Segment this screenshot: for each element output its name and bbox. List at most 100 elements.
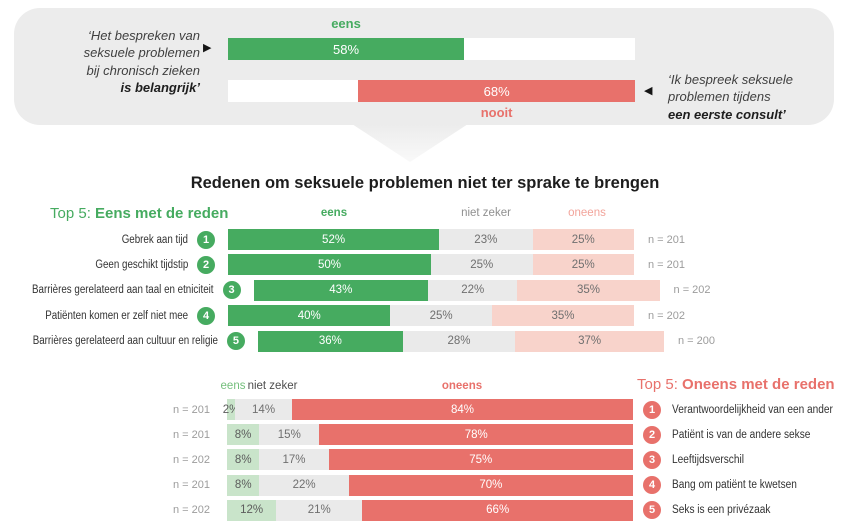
segment-eens: 8% xyxy=(227,449,260,471)
reason-label: Leeftijdsverschil xyxy=(672,453,745,466)
segment-oneens: 70% xyxy=(348,474,633,496)
stacked-bar: 52% 23% 25% xyxy=(228,229,634,250)
quote-right-line: problemen tijdens xyxy=(668,89,771,105)
agree-section-title: Top 5: Eens met de reden xyxy=(50,205,228,222)
arrow-right-icon: ▶ xyxy=(203,42,212,54)
quote-right-bold-line: een eerste consult’ xyxy=(668,106,786,122)
disagree-section-title-prefix: Top 5: xyxy=(637,376,683,393)
arrow-left-icon: ◀ xyxy=(644,85,653,97)
reason-label: Verantwoordelijkheid van een ander xyxy=(672,403,833,416)
sample-size: n = 201 xyxy=(172,479,210,492)
reason-label: Bang om patiënt te kwetsen xyxy=(672,479,797,492)
rank-badge: 1 xyxy=(197,230,215,249)
stacked-bar: 40% 25% 35% xyxy=(228,305,634,327)
segment-eens: 12% xyxy=(227,499,277,521)
disagree-section-title-bold: Oneens met de reden xyxy=(682,376,835,393)
sample-size: n = 201 xyxy=(648,258,686,271)
agree-bar: 58% xyxy=(228,38,635,60)
segment-niet-zeker: 14% xyxy=(235,399,292,420)
segment-oneens: 84% xyxy=(291,399,634,420)
segment-niet-zeker: 22% xyxy=(428,279,518,301)
segment-niet-zeker: 23% xyxy=(439,229,533,250)
table-row: n = 201 8% 15% 78% 2 Patiënt is van de a… xyxy=(0,424,850,446)
sample-size: n = 200 xyxy=(677,335,715,348)
quote-right-line: ‘Ik bespreek seksuele xyxy=(668,72,794,87)
sample-size: n = 202 xyxy=(172,453,210,466)
segment-eens: 8% xyxy=(227,424,260,446)
segment-oneens: 25% xyxy=(532,254,634,276)
table-row: n = 201 2% 14% 84% 1 Verantwoordelijkhei… xyxy=(0,399,850,420)
rank-badge: 3 xyxy=(643,450,661,469)
reason-label: Seks is een privézaak xyxy=(672,504,771,517)
reason-label: Patiënt is van de andere sekse xyxy=(672,428,811,441)
banner-tail xyxy=(352,124,468,164)
table-row: Geen geschikt tijdstip 2 50% 25% 25% n =… xyxy=(0,254,715,276)
sample-size: n = 202 xyxy=(673,284,711,297)
disagree-table: n = 201 2% 14% 84% 1 Verantwoordelijkhei… xyxy=(0,399,850,521)
segment-niet-zeker: 28% xyxy=(402,330,516,352)
segment-oneens: 25% xyxy=(532,229,634,250)
sample-size: n = 201 xyxy=(172,428,210,441)
segment-eens: 52% xyxy=(228,229,440,250)
never-bar-label: nooit xyxy=(480,105,513,120)
quote-left-bold-line: is belangrijk’ xyxy=(120,79,200,95)
sample-size: n = 201 xyxy=(648,233,686,246)
stacked-bar: 50% 25% 25% xyxy=(228,254,634,276)
quote-left: ‘Het bespreken van seksuele problemen bi… xyxy=(34,27,200,96)
never-bar: 68% xyxy=(228,80,635,102)
table-row: n = 202 8% 17% 75% 3 Leeftijdsverschil xyxy=(0,449,850,471)
reason-label: Gebrek aan tijd xyxy=(121,233,188,246)
agree-section-title-prefix: Top 5: xyxy=(50,205,96,222)
stacked-bar: 8% 17% 75% xyxy=(227,449,633,471)
quote-left-line: seksuele problemen xyxy=(83,45,200,61)
never-bar-label-row: nooit xyxy=(228,105,635,120)
segment-oneens: 37% xyxy=(515,330,664,352)
segment-oneens: 35% xyxy=(491,305,634,327)
stacked-bar: 12% 21% 66% xyxy=(227,499,634,521)
rank-badge: 2 xyxy=(197,255,215,274)
stacked-bar: 43% 22% 35% xyxy=(253,279,660,301)
table-row: Patiënten komen er zelf niet mee 4 40% 2… xyxy=(0,305,715,327)
page-title: Redenen om seksuele problemen niet ter s… xyxy=(190,174,660,192)
segment-oneens: 66% xyxy=(362,499,634,521)
agree-section-title-bold: Eens met de reden xyxy=(95,205,229,222)
agree-table: Gebrek aan tijd 1 52% 23% 25% n = 201 Ge… xyxy=(0,229,715,352)
sample-size: n = 201 xyxy=(172,403,210,416)
stacked-bar: 2% 14% 84% xyxy=(223,399,634,420)
sample-size: n = 202 xyxy=(648,309,686,322)
table-row: Barrières gerelateerd aan taal en etnici… xyxy=(0,279,715,301)
rank-badge: 4 xyxy=(643,476,661,495)
segment-eens: 40% xyxy=(228,305,391,327)
agree-col-header-niet-zeker: niet zeker xyxy=(461,207,511,219)
stacked-bar: 8% 22% 70% xyxy=(227,474,633,496)
reason-label: Patiënten komen er zelf niet mee xyxy=(45,309,188,322)
reason-label: Barrières gerelateerd aan cultuur en rel… xyxy=(32,335,218,348)
disagree-col-header-eens: eens xyxy=(220,380,246,392)
stacked-bar: 36% 28% 37% xyxy=(257,330,664,352)
segment-eens: 8% xyxy=(227,474,260,496)
table-row: n = 202 12% 21% 66% 5 Seks is een privéz… xyxy=(0,499,850,521)
rank-badge: 5 xyxy=(226,332,245,351)
table-row: Gebrek aan tijd 1 52% 23% 25% n = 201 xyxy=(0,229,715,250)
agree-bar-label: eens xyxy=(331,16,361,31)
rank-badge: 3 xyxy=(222,281,241,300)
segment-eens: 50% xyxy=(228,254,431,276)
table-row: Barrières gerelateerd aan cultuur en rel… xyxy=(0,330,715,352)
reason-label: Barrières gerelateerd aan taal en etnici… xyxy=(32,284,214,297)
segment-eens: 2% xyxy=(223,399,239,420)
rank-badge: 2 xyxy=(643,425,661,444)
quote-right: ‘Ik bespreek seksuele problemen tijdens … xyxy=(668,71,844,123)
agree-bar-fill: 58% xyxy=(228,38,465,60)
quote-left-line: ‘Het bespreken van xyxy=(87,28,200,43)
agree-col-header-oneens: oneens xyxy=(568,207,606,219)
segment-niet-zeker: 15% xyxy=(259,424,320,446)
segment-oneens: 75% xyxy=(328,449,633,471)
rank-badge: 5 xyxy=(643,501,661,520)
table-row: n = 201 8% 22% 70% 4 Bang om patiënt te … xyxy=(0,474,850,496)
segment-niet-zeker: 21% xyxy=(276,499,363,521)
segment-oneens: 78% xyxy=(319,424,633,446)
sample-size: n = 202 xyxy=(172,504,210,517)
quote-left-line: bij chronisch zieken xyxy=(86,62,200,78)
reason-label: Geen geschikt tijdstip xyxy=(95,258,188,271)
segment-eens: 43% xyxy=(253,279,429,301)
